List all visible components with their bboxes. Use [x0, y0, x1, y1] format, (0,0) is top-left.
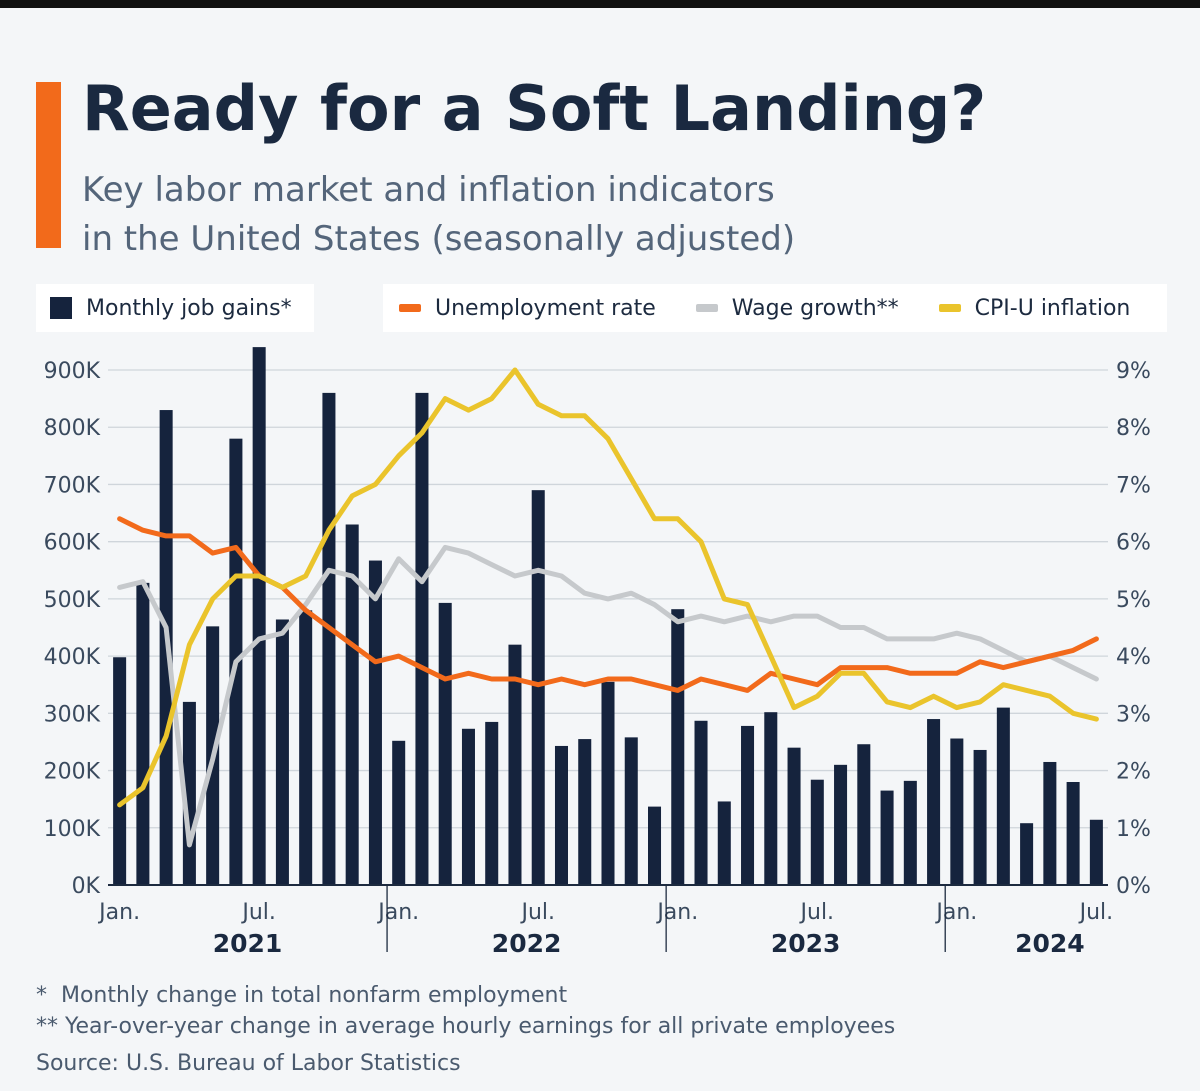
job-gains-bar — [299, 610, 313, 885]
y-left-tick-label: 100K — [44, 817, 101, 842]
job-gains-bar — [624, 737, 638, 885]
legend-label-job-gains: Monthly job gains* — [86, 295, 292, 321]
footnote-2: ** Year-over-year change in average hour… — [36, 1014, 896, 1039]
job-gains-bar — [461, 728, 475, 885]
job-gains-bar — [531, 490, 545, 885]
year-label: 2022 — [492, 929, 562, 958]
job-gains-bar — [764, 712, 778, 885]
job-gains-bar — [322, 392, 336, 885]
title-accent-bar — [36, 82, 61, 248]
job-gains-bar — [392, 740, 406, 885]
y-right-tick-label: 4% — [1116, 645, 1151, 670]
wage-growth-line — [117, 544, 1099, 848]
job-gains-bar — [275, 619, 289, 885]
job-gains-bar — [578, 739, 592, 885]
job-gains-bar — [996, 707, 1010, 885]
job-gains-bar — [671, 609, 685, 885]
x-tick-label: Jan. — [97, 900, 140, 925]
y-left-tick-label: 800K — [44, 416, 101, 441]
job-gains-bar — [508, 644, 522, 885]
job-gains-bar — [950, 738, 964, 885]
job-gains-bar — [368, 560, 382, 885]
y-left-tick-label: 900K — [44, 359, 101, 384]
legend-swatch-unemployment — [399, 304, 421, 312]
chart-title: Ready for a Soft Landing? — [82, 72, 987, 145]
legend-swatch-wage — [695, 304, 718, 312]
y-left-tick-label: 200K — [44, 760, 101, 785]
job-gains-bar — [1020, 823, 1034, 885]
year-label: 2021 — [213, 929, 283, 958]
y-axis-left: 0K 100K 200K 300K 400K 500K 600K 700K 800K 900K — [44, 359, 101, 899]
y-left-tick-label: 600K — [44, 531, 101, 556]
top-bar — [0, 0, 1200, 8]
legend-item-job-gains: Monthly job gains* — [36, 284, 314, 332]
chart-area: 0K 100K 200K 300K 400K 500K 600K 700K 800K 900K 0… — [44, 347, 1151, 958]
job-gains-bar — [1066, 782, 1080, 885]
job-gains-bar — [903, 780, 917, 885]
y-left-tick-label: 0K — [72, 874, 101, 899]
job-gains-bar — [717, 801, 731, 885]
job-gains-bar — [554, 745, 568, 885]
job-gains-bar — [810, 779, 824, 885]
y-right-tick-label: 5% — [1116, 588, 1151, 613]
x-axis: Jan. Jul. Jan. Jul. Jan. Jul. Jan. Jul. 2021 2022… — [97, 884, 1114, 958]
job-gains-bar — [113, 657, 127, 885]
y-axis-right: 0% 1% 2% 3% 4% 5% 6% 7% 8% 9% — [1116, 359, 1151, 899]
job-gains-bar — [694, 720, 708, 885]
subtitle-line-1: Key labor market and inflation indicator… — [82, 170, 775, 210]
footnotes: * Monthly change in total nonfarm employ… — [36, 980, 895, 1079]
job-gains-bar — [880, 790, 894, 885]
y-right-tick-label: 8% — [1116, 416, 1151, 441]
y-left-tick-label: 500K — [44, 588, 101, 613]
job-gains-bar — [136, 582, 150, 885]
legend-label-wage: Wage growth** — [731, 295, 899, 321]
y-right-tick-label: 9% — [1116, 359, 1151, 384]
job-gains-bar — [857, 744, 871, 885]
job-gains-bar — [345, 524, 359, 885]
legend-label-cpi: CPI-U inflation — [974, 295, 1131, 321]
job-gains-bar — [601, 681, 615, 885]
cpi-inflation-line — [117, 367, 1099, 808]
y-left-tick-label: 300K — [44, 702, 101, 727]
x-tick-label: Jul. — [240, 900, 276, 925]
job-gains-bar — [415, 392, 429, 885]
y-right-tick-label: 3% — [1116, 702, 1151, 727]
job-gains-bar — [741, 725, 755, 885]
x-tick-label: Jan. — [934, 900, 977, 925]
unemployment-rate-line — [117, 516, 1099, 693]
y-right-tick-label: 7% — [1116, 473, 1151, 498]
year-label: 2024 — [1015, 929, 1085, 958]
job-gains-bar — [1089, 819, 1103, 885]
x-tick-label: Jul. — [799, 900, 835, 925]
y-right-tick-label: 2% — [1116, 760, 1151, 785]
x-tick-label: Jan. — [376, 900, 419, 925]
job-gains-bar — [927, 719, 941, 885]
x-tick-label: Jan. — [655, 900, 698, 925]
y-right-tick-label: 1% — [1116, 817, 1151, 842]
job-gains-bar — [973, 749, 987, 885]
y-left-tick-label: 400K — [44, 645, 101, 670]
source-note: Source: U.S. Bureau of Labor Statistics — [36, 1051, 461, 1076]
footnote-1: * Monthly change in total nonfarm employ… — [36, 983, 568, 1008]
legend-swatch-job-gains — [50, 297, 72, 319]
job-gains-bar — [485, 721, 499, 885]
job-gains-bar — [648, 806, 662, 885]
job-gains-bar — [787, 747, 801, 885]
job-gains-bar — [834, 764, 848, 885]
x-tick-label: Jul. — [1078, 900, 1114, 925]
y-right-tick-label: 0% — [1116, 874, 1151, 899]
job-gains-bar — [1043, 761, 1057, 885]
year-label: 2023 — [771, 929, 841, 958]
y-right-tick-label: 6% — [1116, 531, 1151, 556]
chart-subtitle: Key labor market and inflation indicator… — [82, 166, 982, 264]
indicator-lines — [117, 367, 1099, 848]
legend-label-unemployment: Unemployment rate — [435, 295, 656, 321]
legend-swatch-cpi — [938, 304, 961, 312]
subtitle-line-2: in the United States (seasonally adjuste… — [82, 219, 796, 259]
x-tick-label: Jul. — [519, 900, 555, 925]
job-gains-bar — [252, 347, 266, 886]
y-left-tick-label: 700K — [44, 473, 101, 498]
job-gains-bar — [438, 602, 452, 885]
legend-lines: Unemployment rate Wage growth** CPI-U in… — [383, 284, 1167, 332]
